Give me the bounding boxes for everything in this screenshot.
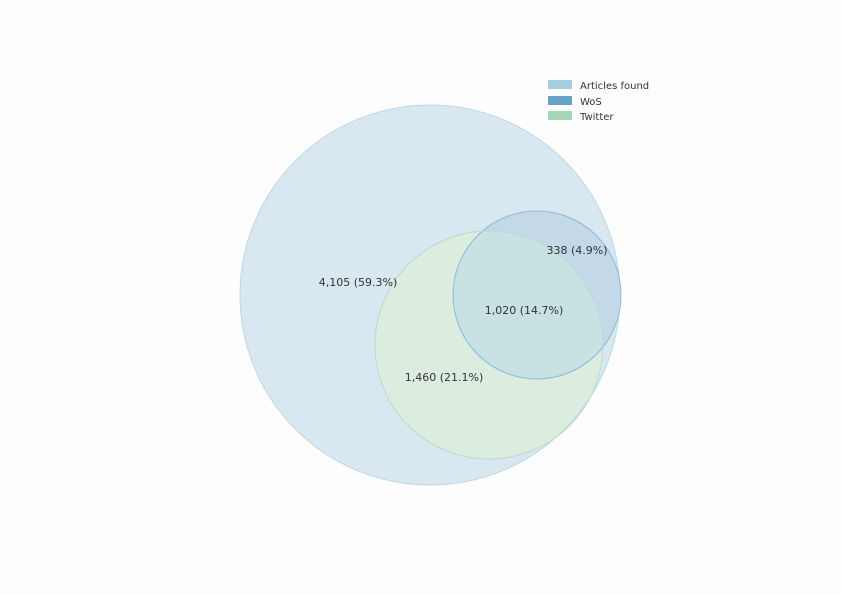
wos-twitter-overlap bbox=[453, 231, 603, 379]
legend-label-wos: WoS bbox=[580, 97, 602, 108]
legend-item-articles-found: Articles found bbox=[548, 80, 649, 92]
legend-label-articles-found: Articles found bbox=[580, 81, 649, 92]
legend-swatch-wos bbox=[548, 96, 572, 105]
legend-item-twitter: Twitter bbox=[548, 111, 614, 123]
legend-item-wos: WoS bbox=[548, 96, 602, 108]
region-label-articles-twitter: 1,460 (21.1%) bbox=[405, 371, 484, 384]
articles-found-outline bbox=[239, 104, 621, 486]
legend-label-twitter: Twitter bbox=[579, 112, 614, 123]
region-label-articles-wos: 338 (4.9%) bbox=[546, 244, 607, 257]
legend-swatch-twitter bbox=[548, 111, 572, 120]
wos-outline bbox=[452, 210, 622, 380]
legend-swatch-articles-found bbox=[548, 80, 572, 89]
region-label-articles-only: 4,105 (59.3%) bbox=[319, 276, 398, 289]
region-label-all-three: 1,020 (14.7%) bbox=[485, 304, 564, 317]
legend: Articles found WoS Twitter bbox=[548, 80, 649, 123]
twitter-outline bbox=[374, 230, 604, 460]
